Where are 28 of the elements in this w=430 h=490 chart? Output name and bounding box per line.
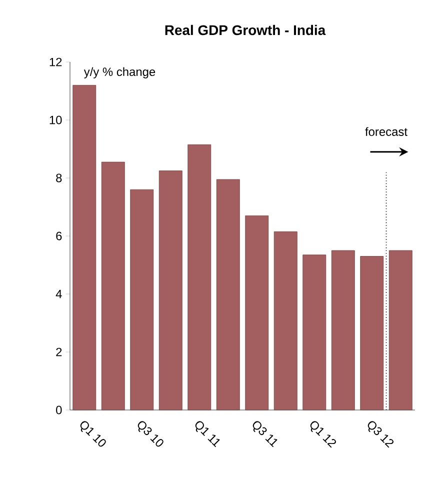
y-tick-label: 2 (56, 348, 62, 356)
x-tick-label: Q1 10 (80, 421, 106, 447)
chart-title: Real GDP Growth - India (165, 24, 326, 36)
bar (130, 189, 154, 410)
y-tick-label: 8 (56, 174, 62, 182)
x-tick-label: Q1 12 (310, 421, 336, 448)
bar (331, 250, 355, 410)
bar (274, 231, 298, 410)
y-axis-title: y/y % change (84, 67, 156, 78)
bar (101, 162, 125, 410)
y-tick-label: 0 (56, 406, 62, 414)
bar (302, 254, 326, 410)
y-tick-label: 4 (56, 290, 62, 298)
bar (360, 256, 384, 410)
bar (245, 215, 269, 410)
x-tick-label: Q3 12 (368, 421, 394, 448)
y-tick-label: 6 (56, 232, 62, 240)
bar (188, 144, 212, 410)
y-tick-label: 12 (50, 58, 62, 66)
bar (216, 179, 240, 410)
x-tick-label: Q3 11 (252, 421, 278, 448)
bar (388, 250, 412, 410)
bar (72, 84, 96, 410)
y-tick-label: 10 (50, 116, 62, 124)
x-tick-label: Q3 10 (138, 421, 164, 447)
x-tick-label: Q1 11 (195, 421, 220, 448)
annotation: forecast (365, 127, 408, 136)
bar (158, 170, 182, 410)
